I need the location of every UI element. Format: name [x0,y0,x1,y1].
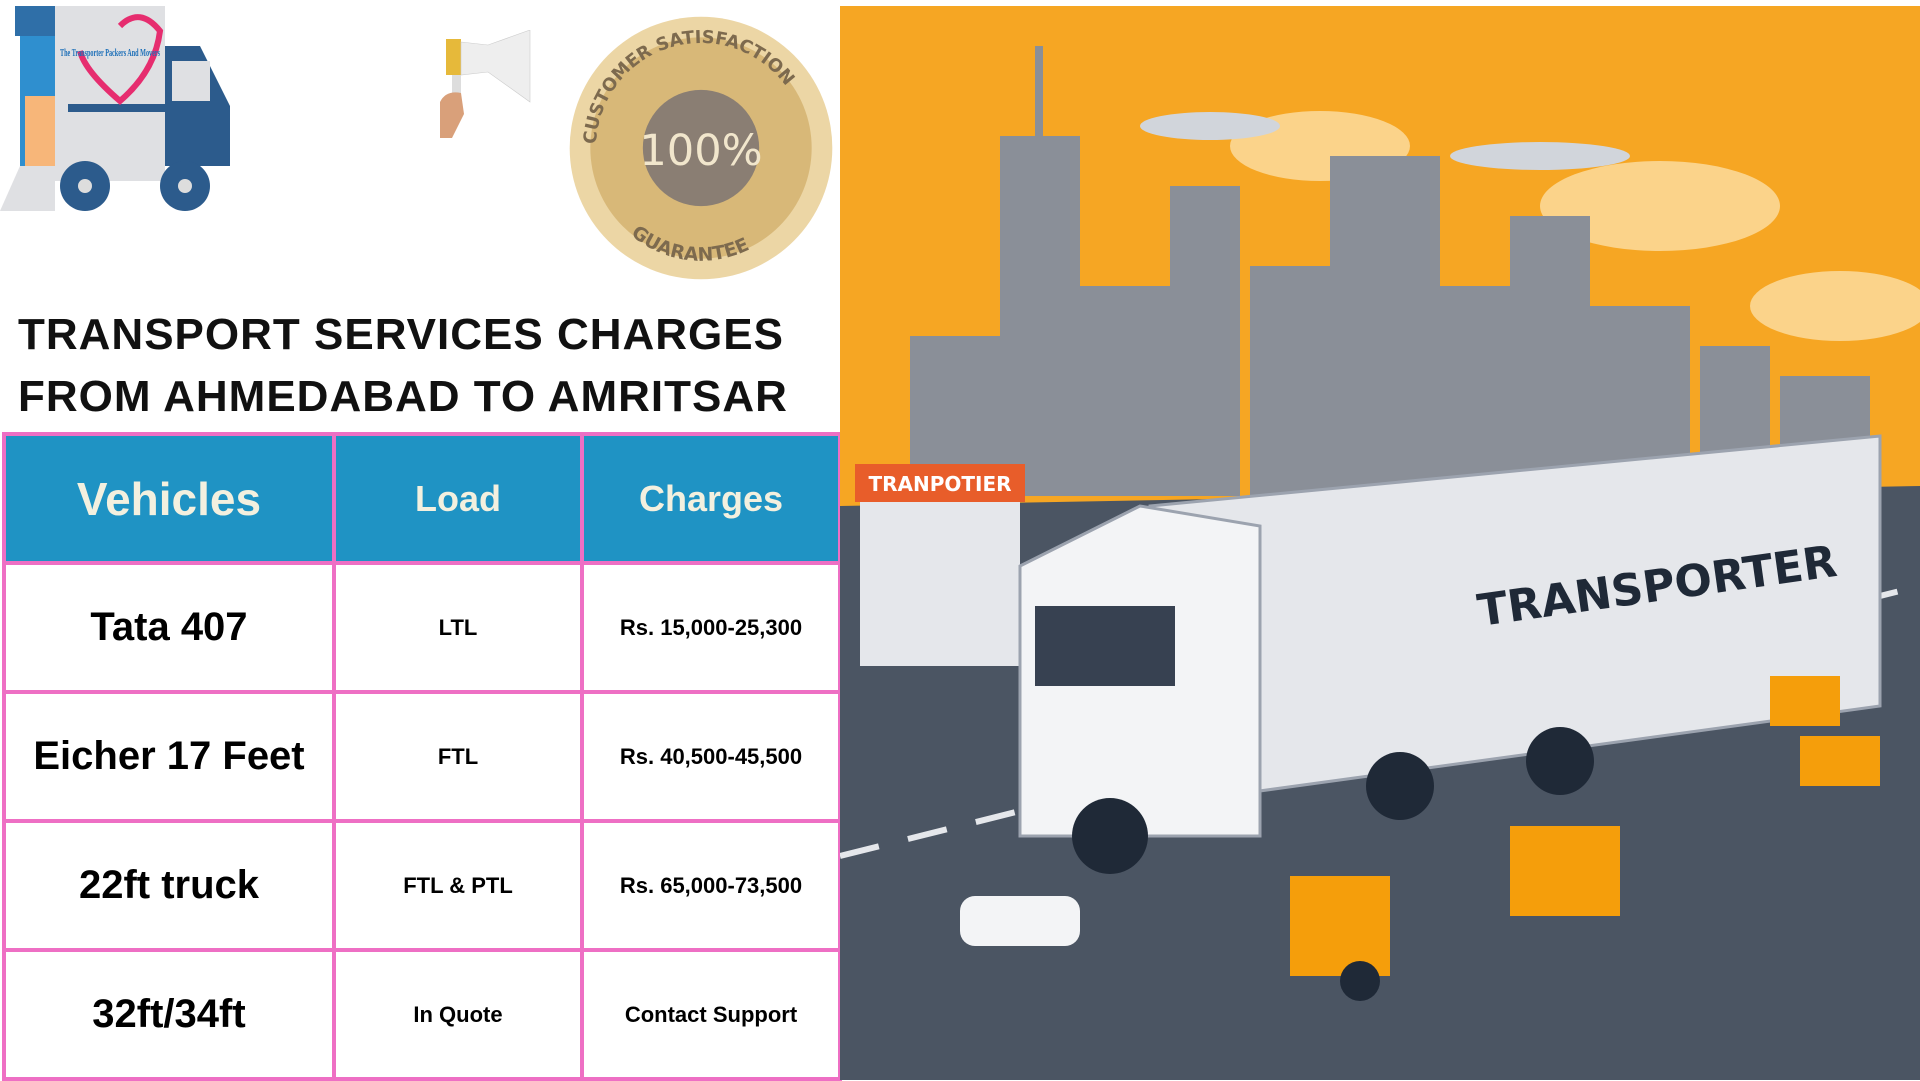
shop: TRANPOTIER [855,464,1025,666]
charges-cell: Contact Support [580,948,842,1081]
load-cell: LTL [332,561,584,694]
vehicle-cell: Tata 407 [2,561,336,694]
shop-sign: TRANPOTIER [868,472,1011,496]
page-title: TRANSPORT SERVICES CHARGES FROM AHMEDABA… [18,304,833,428]
vehicle-cell: 32ft/34ft [2,948,336,1081]
charges-cell: Rs. 65,000-73,500 [580,819,842,952]
table-row: 22ft truck FTL & PTL Rs. 65,000-73,500 [2,819,842,952]
charges-cell: Rs. 40,500-45,500 [580,690,842,823]
charges-cell: Rs. 15,000-25,300 [580,561,842,694]
semi-truck: TRANSPORTER [1018,434,1882,874]
forklift-icon [1290,876,1390,1001]
table-header-row: Vehicles Load Charges [2,432,842,565]
load-cell: In Quote [332,948,584,1081]
megaphone-illustration [440,30,531,138]
city-buildings [910,46,1870,496]
title-line-1: TRANSPORT SERVICES CHARGES [18,310,784,359]
satisfaction-guarantee-seal-icon: 100% CUSTOMER SATISFACTION GUARANTEE [569,16,833,280]
seal-center: 100% [639,126,762,176]
charges-table: Vehicles Load Charges Tata 407 LTL Rs. 15,… [2,432,842,1081]
title-line-2: FROM AHMEDABAD TO AMRITSAR [18,372,788,421]
load-cell: FTL [332,690,584,823]
header-load: Load [332,432,584,565]
vehicle-cell: 22ft truck [2,819,336,952]
car-icon [960,896,1080,946]
load-cell: FTL & PTL [332,819,584,952]
table-row: Eicher 17 Feet FTL Rs. 40,500-45,500 [2,690,842,823]
header-vehicles: Vehicles [2,432,336,565]
moving-van-illustration: The Transporter Packers And Movers [0,6,230,211]
table-row: Tata 407 LTL Rs. 15,000-25,300 [2,561,842,694]
airplane-icon [1140,112,1630,170]
boxes [1510,676,1880,916]
table-row: 32ft/34ft In Quote Contact Support [2,948,842,1081]
logo-text: The Transporter Packers And Movers [60,47,160,59]
transport-city-illustration: TRANPOTIER TRANSPORTER [840,6,1920,1080]
header-charges: Charges [580,432,842,565]
vehicle-cell: Eicher 17 Feet [2,690,336,823]
